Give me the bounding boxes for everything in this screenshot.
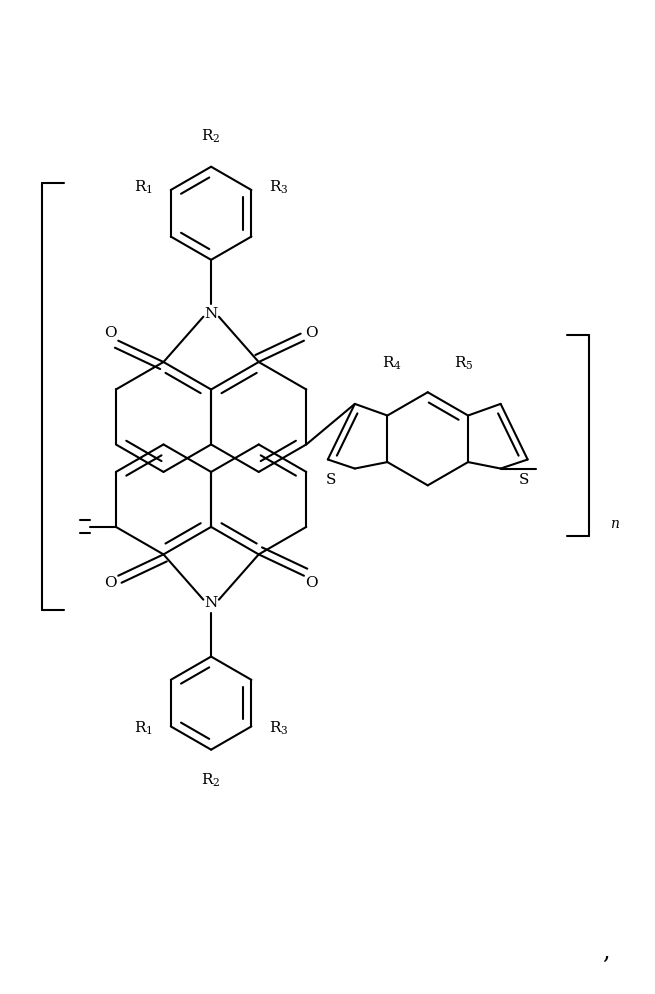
Text: O: O bbox=[104, 577, 117, 590]
Text: R$_1$: R$_1$ bbox=[134, 720, 153, 738]
Text: R$_1$: R$_1$ bbox=[134, 179, 153, 197]
Text: R$_3$: R$_3$ bbox=[269, 720, 288, 738]
Text: R$_3$: R$_3$ bbox=[269, 179, 288, 197]
Text: O: O bbox=[104, 326, 117, 340]
Text: $n$: $n$ bbox=[610, 517, 620, 531]
Text: S: S bbox=[326, 473, 336, 487]
Text: O: O bbox=[305, 326, 318, 340]
Text: ,: , bbox=[602, 941, 609, 964]
Text: O: O bbox=[305, 577, 318, 590]
Text: S: S bbox=[519, 473, 530, 487]
Text: R$_2$: R$_2$ bbox=[202, 771, 221, 788]
Text: R$_4$: R$_4$ bbox=[383, 355, 402, 372]
Text: N: N bbox=[204, 306, 217, 320]
Text: R$_2$: R$_2$ bbox=[202, 128, 221, 145]
Text: N: N bbox=[204, 595, 217, 610]
Text: R$_5$: R$_5$ bbox=[453, 355, 473, 372]
